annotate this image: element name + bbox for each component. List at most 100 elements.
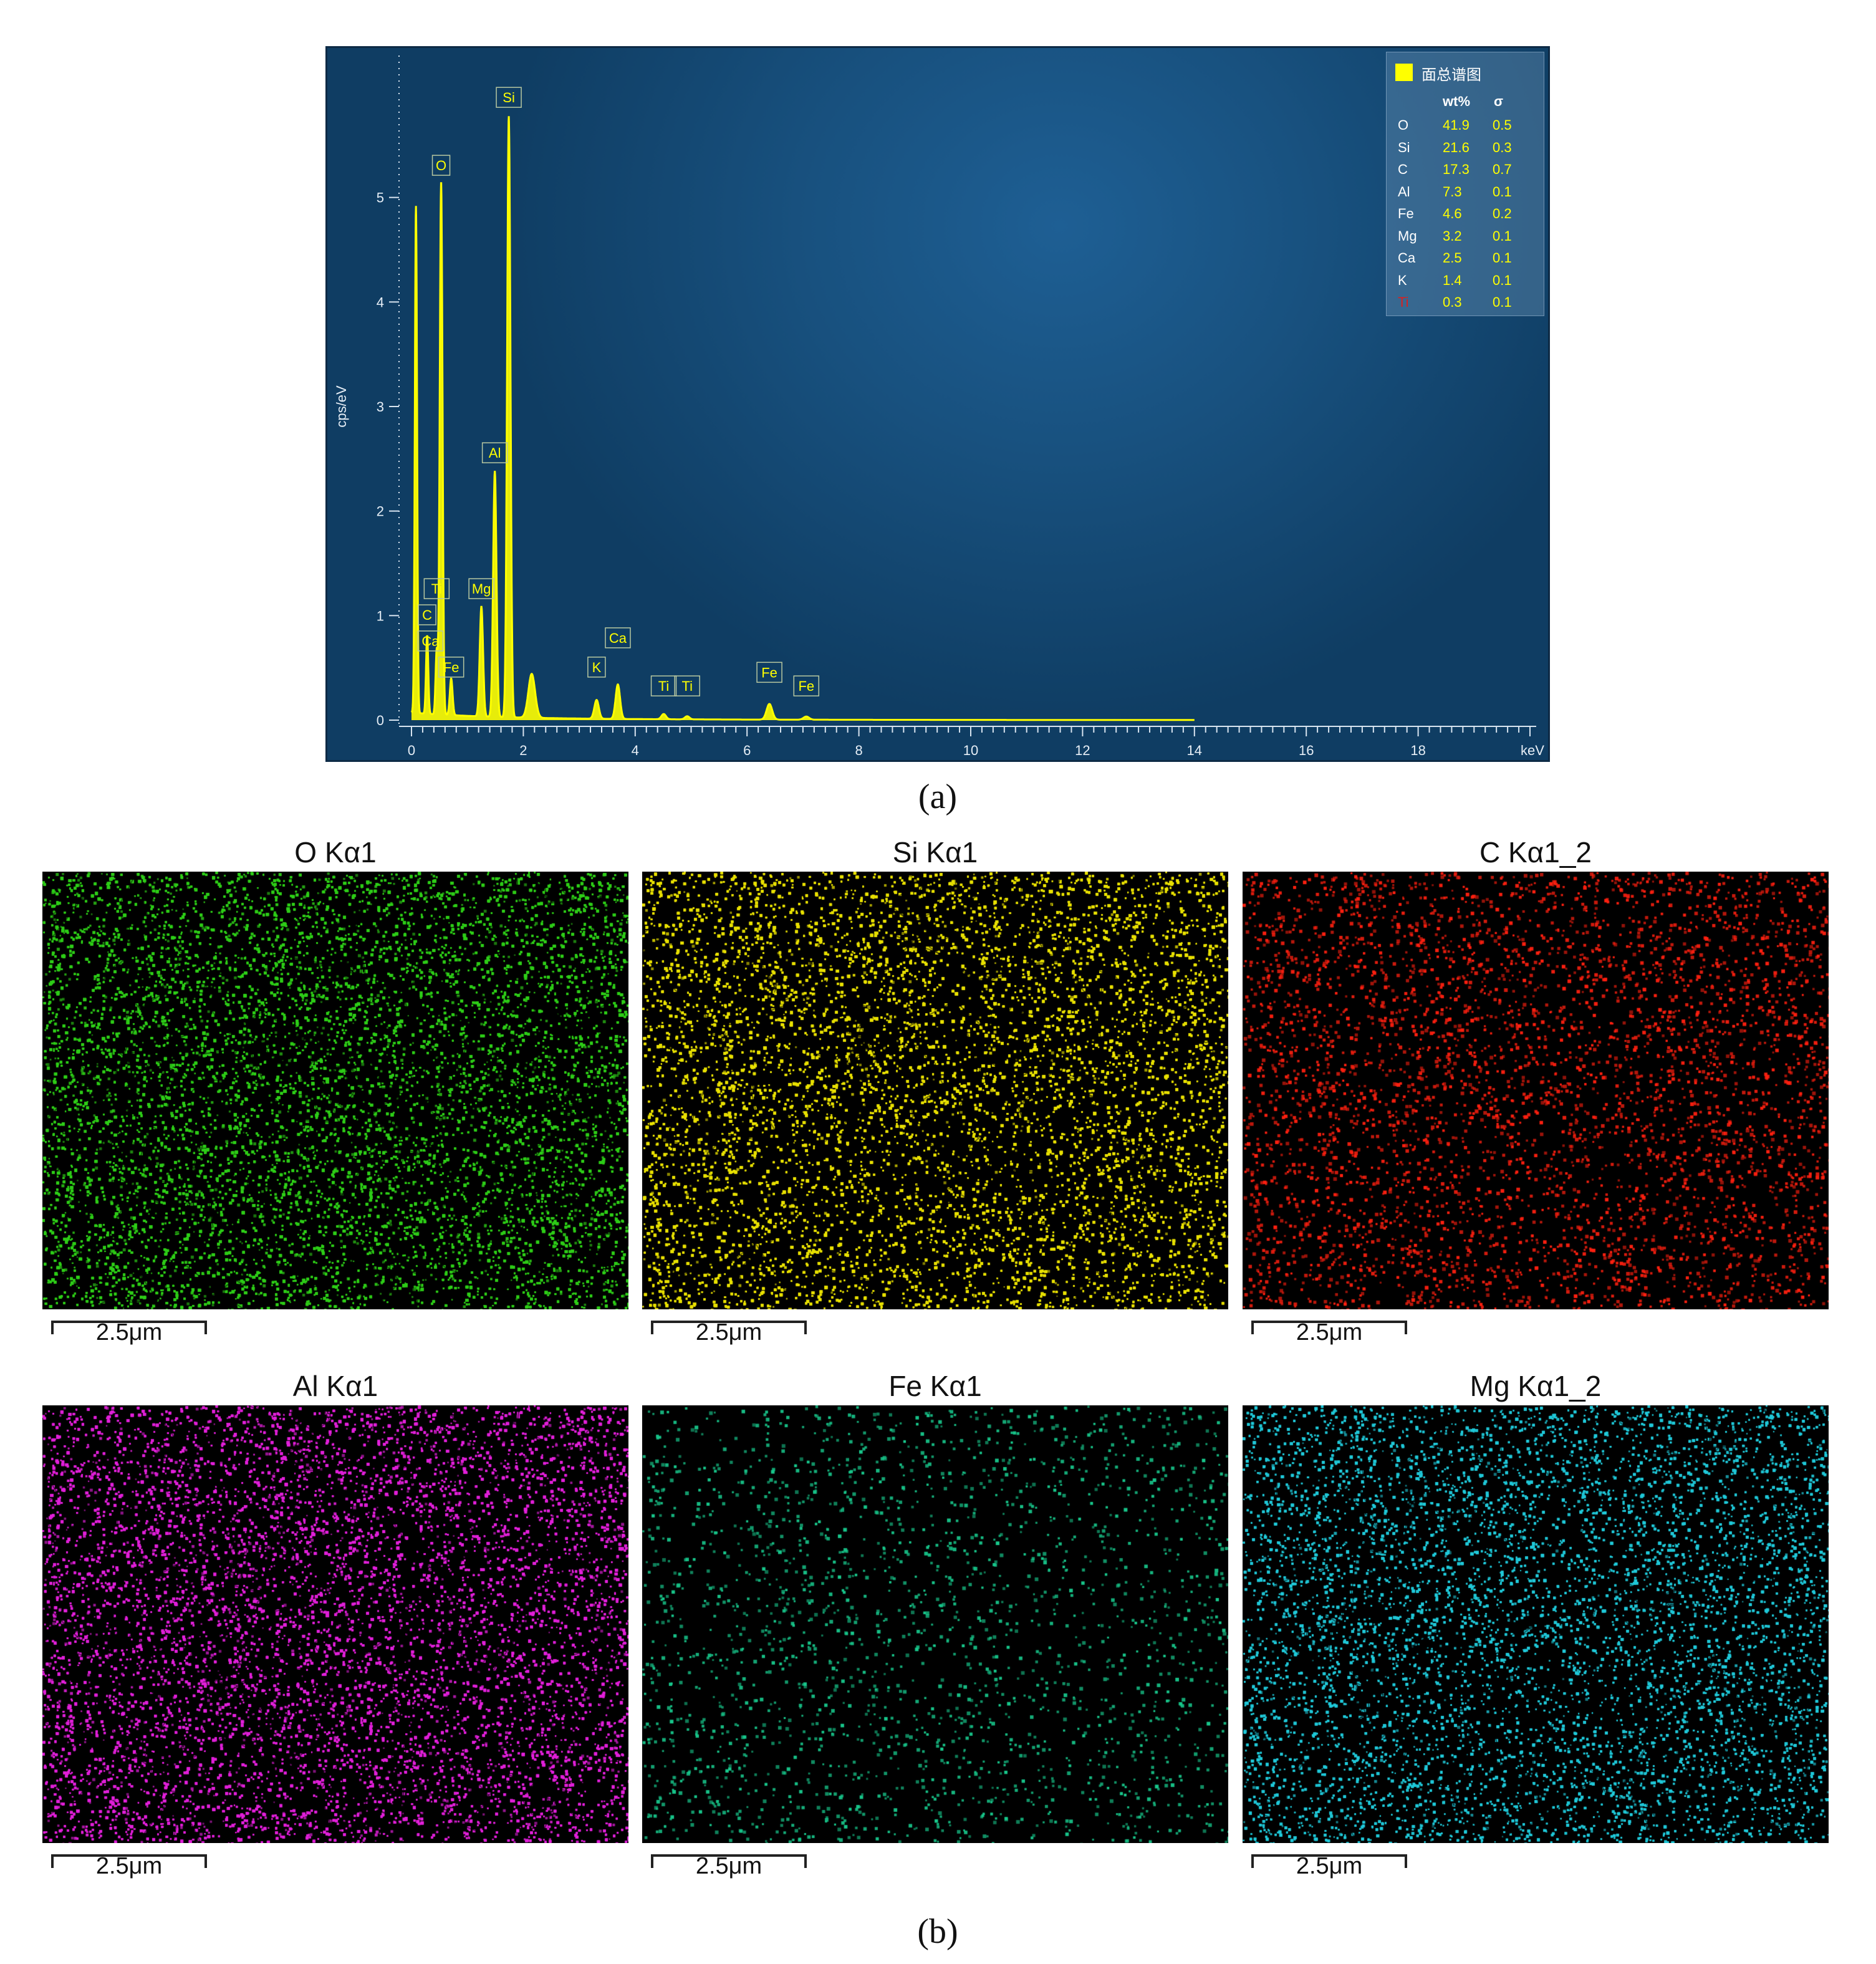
map-title: Fe Kα1 — [888, 1370, 982, 1402]
legend-sigma-value: 0.1 — [1493, 272, 1512, 288]
legend-row: Ca 2.5 0.1 — [1387, 250, 1544, 272]
legend-element: Mg — [1398, 228, 1417, 244]
scale-bar — [51, 1854, 207, 1868]
legend-element: Ti — [1398, 294, 1409, 310]
scale-bar-label: 2.5μm — [1296, 1853, 1363, 1879]
peak-label: Ti — [658, 678, 670, 694]
peak-label: Fe — [798, 678, 814, 694]
element-map-image — [42, 872, 628, 1309]
legend-element: K — [1398, 272, 1407, 288]
legend-element: C — [1398, 161, 1408, 177]
scale-bar-label: 2.5μm — [95, 1853, 163, 1879]
spectrum-line — [411, 116, 1195, 721]
legend-sigma-value: 0.1 — [1493, 183, 1512, 200]
legend-sigma-value: 0.1 — [1493, 250, 1512, 266]
legend-element: Ca — [1398, 250, 1416, 266]
peak-label-box — [756, 662, 782, 683]
y-tick-label: 5 — [377, 190, 384, 206]
scale-bar-label: 2.5μm — [695, 1319, 762, 1345]
peak-label-box — [438, 657, 464, 678]
legend-row: K 1.4 0.1 — [1387, 272, 1544, 294]
legend-wt-value: 41.9 — [1443, 117, 1470, 133]
scale-bar — [651, 1321, 807, 1334]
x-tick-label: 10 — [963, 743, 978, 758]
peak-label: Fe — [761, 665, 777, 680]
element-map-image — [42, 1405, 628, 1843]
legend-sigma-value: 0.5 — [1493, 117, 1512, 133]
x-tick-label: 8 — [855, 743, 862, 758]
legend-header-wt: wt% — [1443, 94, 1470, 109]
scale-bar-label: 2.5μm — [95, 1319, 163, 1345]
y-tick-label: 4 — [377, 294, 384, 310]
element-map — [1243, 1405, 1829, 1843]
x-tick-label: 0 — [408, 743, 415, 758]
legend-wt-value: 1.4 — [1443, 272, 1462, 288]
scale-bar-label: 2.5μm — [695, 1853, 762, 1879]
peak-label: Ti — [431, 581, 443, 597]
legend-row: Si 21.6 0.3 — [1387, 140, 1544, 161]
peak-label: Ti — [681, 678, 693, 694]
map-title: Al Kα1 — [292, 1370, 378, 1402]
element-map — [1243, 872, 1829, 1309]
element-map-image — [642, 1405, 1228, 1843]
legend-element: Si — [1398, 139, 1410, 155]
map-title: Mg Kα1_2 — [1470, 1370, 1602, 1402]
peak-label: C — [422, 607, 432, 623]
peak-label: O — [436, 158, 446, 173]
legend-row: Mg 3.2 0.1 — [1387, 228, 1544, 250]
legend-row: Al 7.3 0.1 — [1387, 184, 1544, 206]
x-tick-label: 14 — [1187, 743, 1202, 758]
scale-bar-label: 2.5μm — [1296, 1319, 1363, 1345]
x-tick-label: 18 — [1410, 743, 1425, 758]
scale-bar — [1251, 1854, 1407, 1868]
x-tick-label: 16 — [1299, 743, 1314, 758]
peak-label-box — [423, 578, 450, 599]
peak-label: Ca — [421, 633, 440, 649]
peak-label-box — [793, 675, 820, 696]
composition-legend: 面总谱图 wt% σ O 41.9 0.5 Si 21.6 0.3 C 17.3 0.7 Al 7.… — [1386, 52, 1544, 316]
peak-label: Si — [503, 90, 515, 105]
legend-element: O — [1398, 117, 1409, 133]
y-tick-label: 3 — [377, 399, 384, 415]
spectrum-fill — [411, 116, 1195, 721]
x-tick-label: 6 — [743, 743, 751, 758]
map-title: O Kα1 — [294, 836, 377, 869]
legend-header-sigma: σ — [1494, 94, 1504, 109]
legend-sigma-value: 0.1 — [1493, 294, 1512, 310]
x-tick-label: 12 — [1075, 743, 1090, 758]
map-title: C Kα1_2 — [1479, 836, 1592, 869]
legend-wt-value: 21.6 — [1443, 139, 1470, 155]
peak-label: Al — [489, 445, 501, 461]
element-map — [42, 872, 628, 1309]
peak-label: Fe — [443, 660, 459, 675]
legend-sigma-value: 0.2 — [1493, 206, 1512, 221]
legend-swatch — [1395, 64, 1413, 81]
element-map-image — [642, 872, 1228, 1309]
peak-label: Ca — [609, 630, 627, 646]
legend-wt-value: 7.3 — [1443, 183, 1462, 200]
peak-label-box — [468, 578, 494, 599]
legend-wt-value: 0.3 — [1443, 294, 1462, 310]
map-title: Si Kα1 — [892, 836, 978, 869]
legend-row: Ti 0.3 0.1 — [1387, 294, 1544, 316]
element-map — [642, 1405, 1228, 1843]
legend-element: Fe — [1398, 206, 1414, 221]
y-axis-label: cps/eV — [334, 385, 349, 428]
peak-label-box — [605, 627, 631, 648]
element-map-image — [1243, 1405, 1829, 1843]
peak-label-box — [587, 657, 606, 678]
x-tick-label: 2 — [519, 743, 527, 758]
y-tick-label: 1 — [377, 608, 384, 623]
x-tick-label: 4 — [632, 743, 639, 758]
legend-sigma-value: 0.3 — [1493, 139, 1512, 155]
peak-label-box — [481, 442, 508, 463]
panel-b-caption: (b) — [917, 1912, 958, 1951]
panel-a-caption: (a) — [918, 777, 958, 816]
legend-sigma-value: 0.1 — [1493, 228, 1512, 244]
peak-label-box — [496, 87, 522, 108]
legend-sigma-value: 0.7 — [1493, 161, 1512, 177]
legend-title: 面总谱图 — [1421, 67, 1481, 84]
peak-label-box — [417, 630, 444, 652]
peak-label-box — [650, 675, 677, 696]
